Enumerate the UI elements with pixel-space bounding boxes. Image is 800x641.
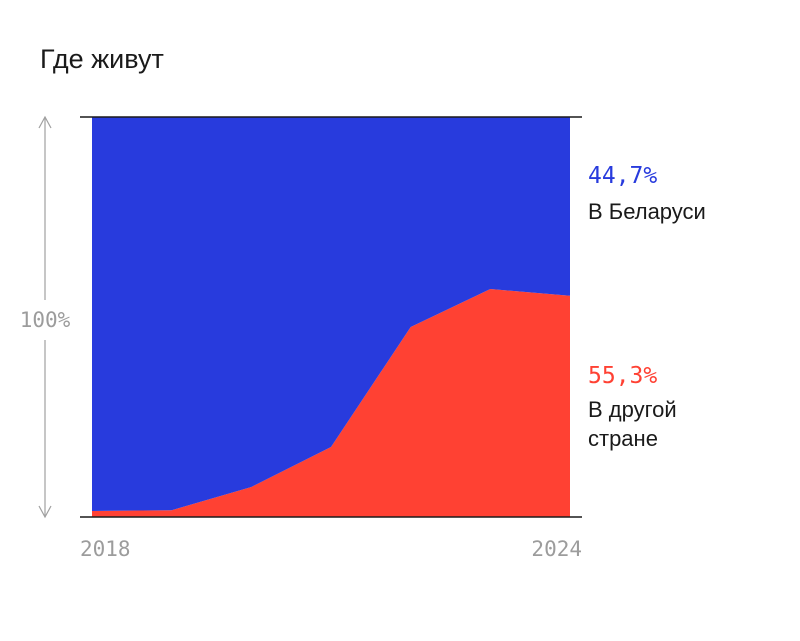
area-series-belarus [92, 117, 570, 511]
x-tick-label-start: 2018 [80, 537, 131, 561]
value-label-abroad: 55,3% [588, 363, 658, 389]
chart-title: Где живут [40, 44, 164, 74]
legend-abroad: 55,3% В другой стране [588, 363, 728, 453]
area-series-abroad [92, 289, 570, 517]
series-label-abroad: В другой стране [588, 397, 677, 451]
y-range-arrow-icon [38, 115, 52, 519]
value-label-belarus: 44,7% [588, 163, 658, 189]
area-layer [92, 117, 570, 517]
y-axis-label: 100% [20, 308, 71, 332]
legend-belarus: 44,7% В Беларуси [588, 163, 728, 226]
x-tick-label-end: 2024 [531, 537, 582, 561]
series-label-belarus: В Беларуси [588, 199, 706, 224]
